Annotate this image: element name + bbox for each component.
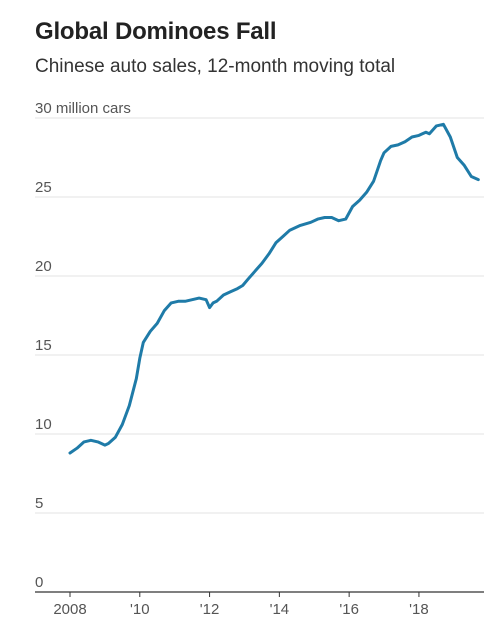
x-tick-label: '10 (130, 601, 150, 618)
y-tick-label: 30 million cars (35, 100, 131, 117)
chart-subtitle: Chinese auto sales, 12-month moving tota… (35, 56, 396, 77)
y-tick-label: 15 (35, 337, 52, 354)
x-tick-label: '14 (270, 601, 290, 618)
chart-title: Global Dominoes Fall (35, 18, 277, 45)
x-tick-label: 2008 (53, 601, 86, 618)
y-tick-label: 25 (35, 179, 52, 196)
y-tick-label: 20 (35, 258, 52, 275)
x-tick-label: '12 (200, 601, 220, 618)
series-line-auto-sales (68, 122, 480, 455)
x-tick-label: '16 (339, 601, 359, 618)
x-tick-label: '18 (409, 601, 429, 618)
y-tick-label: 10 (35, 416, 52, 433)
y-tick-label: 5 (35, 495, 43, 512)
y-tick-label: 0 (35, 574, 43, 591)
